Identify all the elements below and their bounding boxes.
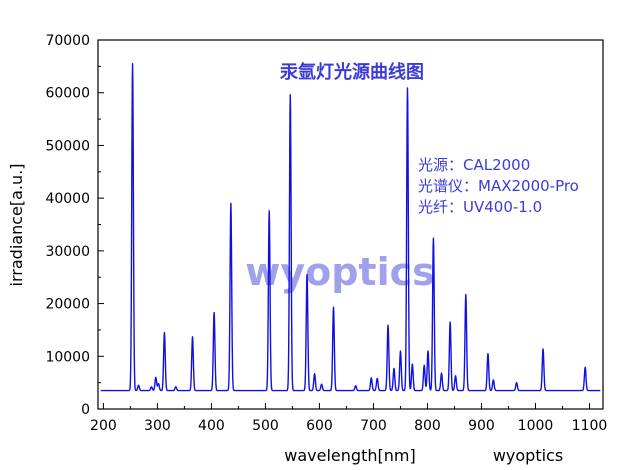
- x-tick-label: 600: [306, 418, 333, 434]
- x-axis-title: wavelength[nm]: [284, 446, 415, 465]
- y-tick-label: 0: [81, 402, 90, 418]
- x-axis: 200 300 400 500 600 700 800 900 1000 1100: [90, 403, 607, 434]
- y-tick-label: 30000: [45, 244, 90, 260]
- x-tick-label: 1000: [518, 418, 554, 434]
- spectrum-series-line: [100, 63, 601, 392]
- y-axis-title: irradiance[a.u.]: [7, 164, 26, 287]
- x-tick-label: 400: [198, 418, 225, 434]
- info-spectrometer: 光谱仪：MAX2000-Pro: [418, 177, 579, 195]
- y-axis: 0 10000 20000 30000 40000 50000 60000 70000: [45, 33, 104, 418]
- y-tick-label: 70000: [45, 33, 90, 49]
- x-tick-label: 200: [90, 418, 117, 434]
- chart-title: 汞氩灯光源曲线图: [280, 61, 424, 83]
- y-tick-label: 20000: [45, 297, 90, 313]
- plot-area: [100, 63, 601, 392]
- y-tick-label: 60000: [45, 86, 90, 102]
- x-tick-label: 500: [252, 418, 279, 434]
- info-light-source: 光源：CAL2000: [418, 156, 530, 174]
- credit-text: wyoptics: [493, 446, 563, 465]
- x-tick-label: 1100: [572, 418, 608, 434]
- x-tick-label: 900: [468, 418, 495, 434]
- y-tick-label: 50000: [45, 138, 90, 154]
- x-tick-label: 300: [144, 418, 171, 434]
- watermark-text: wyoptics: [245, 250, 435, 294]
- x-tick-label: 700: [360, 418, 387, 434]
- x-tick-label: 800: [414, 418, 441, 434]
- y-tick-label: 40000: [45, 191, 90, 207]
- info-fiber: 光纤：UV400-1.0: [418, 198, 542, 216]
- y-tick-label: 10000: [45, 349, 90, 365]
